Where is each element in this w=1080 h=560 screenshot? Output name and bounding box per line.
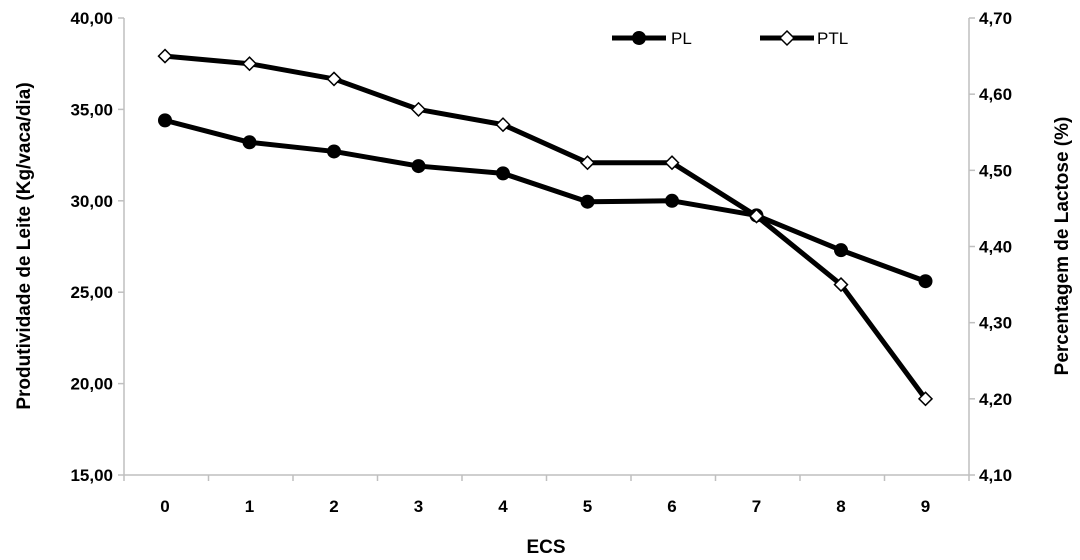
x-tick-label: 5 (583, 497, 592, 516)
right-tick-label: 4,30 (979, 314, 1012, 333)
series-line-ptl (164, 53, 928, 401)
x-tick-label: 3 (414, 497, 423, 516)
right-tick-label: 4,50 (979, 161, 1012, 180)
data-point-ptl (241, 56, 258, 72)
x-tick-label: 7 (752, 497, 761, 516)
right-axis-title: Percentagem de Lactose (%) (1052, 117, 1073, 376)
series-line-pl (164, 117, 927, 284)
left-tick-label: 25,00 (70, 283, 113, 302)
data-point-pl (580, 194, 595, 209)
left-axis-ticks: 15,00 20,00 25,00 30,00 35,00 40,00 (70, 9, 124, 485)
left-axis-title: Produtividade de Leite (Kg/vaca/dia) (14, 82, 35, 409)
x-tick-label: 2 (329, 497, 338, 516)
legend-item-pl: PL (612, 29, 692, 48)
data-point-ptl (748, 208, 765, 224)
data-point-pl (411, 159, 426, 174)
left-tick-label: 30,00 (70, 192, 113, 211)
x-tick-label: 0 (160, 497, 169, 516)
data-point-ptl (833, 277, 849, 293)
left-tick-label: 15,00 (70, 466, 113, 485)
right-axis-ticks: 4,10 4,20 4,30 4,40 4,50 4,60 4,70 (969, 9, 1012, 485)
right-tick-label: 4,40 (979, 238, 1012, 257)
data-point-pl (496, 166, 510, 181)
right-tick-label: 4,70 (979, 9, 1012, 28)
data-point-ptl (664, 155, 680, 171)
data-point-pl (327, 144, 341, 159)
x-tick-label: 8 (836, 497, 845, 516)
data-point-ptl (157, 48, 173, 64)
x-tick-label: 4 (498, 497, 508, 516)
legend: PL PTL (612, 29, 848, 48)
right-tick-label: 4,60 (979, 85, 1012, 104)
left-tick-label: 40,00 (70, 9, 113, 28)
data-point-ptl (495, 117, 511, 133)
data-point-pl (242, 135, 257, 150)
legend-pl-label: PL (671, 29, 692, 48)
left-tick-label: 35,00 (70, 100, 113, 119)
x-tick-label: 1 (245, 497, 254, 516)
right-tick-label: 4,20 (979, 390, 1012, 409)
left-tick-label: 20,00 (70, 375, 113, 394)
legend-ptl-marker (778, 29, 796, 47)
data-point-pl (665, 193, 679, 208)
legend-ptl-label: PTL (817, 29, 848, 48)
x-tick-label: 6 (667, 497, 676, 516)
data-point-ptl (410, 101, 427, 117)
data-point-pl (834, 243, 848, 258)
right-tick-label: 4,10 (979, 466, 1012, 485)
data-point-ptl (579, 155, 596, 171)
data-point-ptl (326, 71, 342, 87)
legend-item-ptl: PTL (760, 29, 848, 48)
series-layer (157, 48, 934, 407)
x-axis-ticks: 0 1 2 3 4 5 6 7 8 9 (123, 475, 970, 516)
x-tick-label: 9 (921, 497, 930, 516)
data-point-ptl (917, 391, 934, 407)
legend-pl-marker (632, 31, 646, 45)
data-point-pl (918, 274, 933, 289)
data-point-pl (158, 113, 172, 128)
x-axis-title: ECS (526, 537, 565, 558)
